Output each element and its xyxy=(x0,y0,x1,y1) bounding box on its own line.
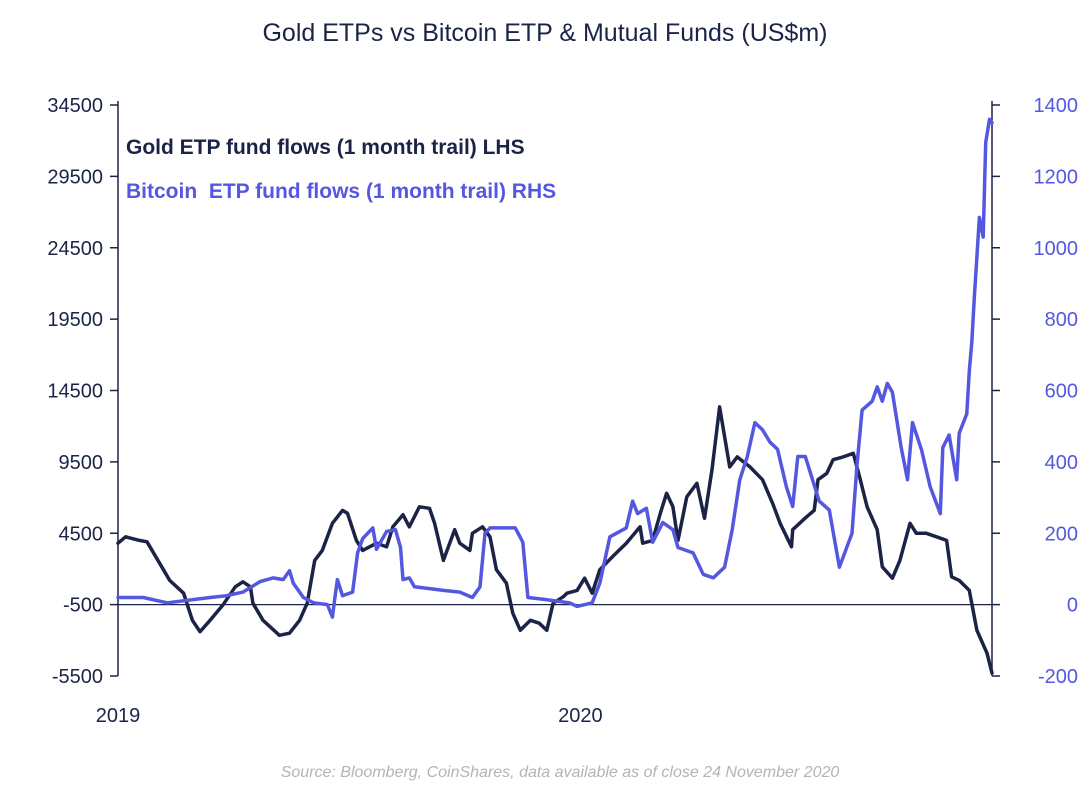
left-tick-label: -5500 xyxy=(52,666,103,688)
left-tick-label: 9500 xyxy=(59,452,104,474)
legend-bitcoin: Bitcoin ETP fund flows (1 month trail) R… xyxy=(126,180,556,203)
right-tick-label: -200 xyxy=(1038,666,1078,688)
left-tick-label: -500 xyxy=(63,595,103,617)
source-note: Source: Bloomberg, CoinShares, data avai… xyxy=(281,764,840,781)
x-tick-label: 2020 xyxy=(558,705,603,727)
axes: -5500 -500 4500 9500 14500 19500 24500 29500 345… xyxy=(47,95,1078,727)
right-tick-label: 1200 xyxy=(1034,166,1079,188)
x-tick-label: 2019 xyxy=(96,705,141,727)
gold-etp-flows-line xyxy=(116,405,994,675)
left-tick-label: 29500 xyxy=(47,166,103,188)
right-tick-label: 600 xyxy=(1045,381,1078,403)
left-tick-label: 24500 xyxy=(47,238,103,260)
bitcoin-etp-flows-line xyxy=(116,117,994,619)
left-tick-label: 14500 xyxy=(47,381,103,403)
right-tick-label: 200 xyxy=(1045,523,1078,545)
right-tick-label: 1000 xyxy=(1034,238,1079,260)
right-tick-label: 1400 xyxy=(1034,95,1079,117)
left-tick-label: 34500 xyxy=(47,95,103,117)
chart-title: Gold ETPs vs Bitcoin ETP & Mutual Funds … xyxy=(262,19,827,47)
series-lines xyxy=(116,117,994,675)
left-tick-label: 19500 xyxy=(47,309,103,331)
right-tick-label: 0 xyxy=(1067,595,1078,617)
right-tick-label: 800 xyxy=(1045,309,1078,331)
right-tick-label: 400 xyxy=(1045,452,1078,474)
left-tick-label: 4500 xyxy=(59,523,104,545)
legend-gold: Gold ETP fund flows (1 month trail) LHS xyxy=(126,136,525,159)
